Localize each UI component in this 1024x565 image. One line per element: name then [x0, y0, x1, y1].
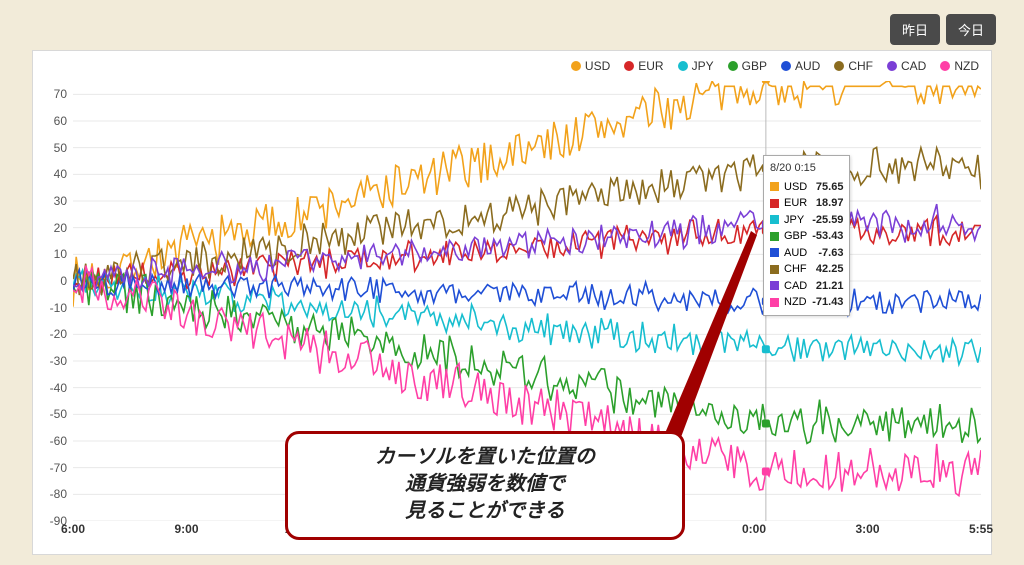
y-tick-label: 50	[54, 141, 67, 155]
legend-item-chf[interactable]: CHF	[834, 59, 873, 73]
x-tick-label: 6:00	[61, 522, 85, 536]
tooltip-value: 21.21	[816, 278, 844, 295]
prev-day-button[interactable]: 昨日	[890, 14, 940, 45]
legend-item-usd[interactable]: USD	[571, 59, 610, 73]
explanation-callout: カーソルを置いた位置の 通貨強弱を数値で 見ることができる	[285, 431, 685, 540]
y-tick-label: -40	[50, 381, 67, 395]
tooltip-value: -53.43	[812, 228, 843, 245]
y-tick-label: 60	[54, 114, 67, 128]
tooltip-series-label: AUD	[784, 245, 807, 262]
legend-label: GBP	[742, 59, 767, 73]
toolbar: 昨日 今日	[890, 14, 996, 45]
y-tick-label: 40	[54, 167, 67, 181]
tooltip-value: 75.65	[816, 179, 844, 196]
y-tick-label: -10	[50, 301, 67, 315]
tooltip-swatch-icon	[770, 298, 779, 307]
legend-label: CHF	[848, 59, 873, 73]
currency-strength-chart: USDEURJPYGBPAUDCHFCADNZD -90-80-70-60-50…	[32, 50, 992, 555]
y-tick-label: -50	[50, 407, 67, 421]
legend-item-aud[interactable]: AUD	[781, 59, 820, 73]
legend-dot-icon	[834, 61, 844, 71]
legend-dot-icon	[887, 61, 897, 71]
callout-line: カーソルを置いた位置の	[308, 444, 662, 471]
legend-label: EUR	[638, 59, 663, 73]
legend-label: JPY	[692, 59, 714, 73]
y-tick-label: 30	[54, 194, 67, 208]
legend-dot-icon	[940, 61, 950, 71]
tooltip-row-aud: AUD -7.63	[770, 245, 843, 262]
tooltip-series-label: GBP	[784, 228, 807, 245]
callout-line: 見ることができる	[308, 498, 662, 525]
x-tick-label: 3:00	[855, 522, 879, 536]
tooltip-swatch-icon	[770, 232, 779, 241]
tooltip-header: 8/20 0:15	[770, 160, 843, 177]
tooltip-series-label: NZD	[784, 294, 807, 311]
y-tick-label: -60	[50, 434, 67, 448]
tooltip-row-chf: CHF 42.25	[770, 261, 843, 278]
tooltip-value: 42.25	[816, 261, 844, 278]
legend-label: CAD	[901, 59, 926, 73]
tooltip-series-label: CHF	[784, 261, 807, 278]
hover-tooltip: 8/20 0:15 USD 75.65 EUR 18.97 JPY -25.59 GBP -5…	[763, 155, 850, 316]
tooltip-value: -25.59	[812, 212, 843, 229]
x-tick-label: 0:00	[742, 522, 766, 536]
tooltip-series-label: USD	[784, 179, 807, 196]
tooltip-swatch-icon	[770, 281, 779, 290]
tooltip-row-usd: USD 75.65	[770, 179, 843, 196]
series-marker-jpy	[762, 345, 770, 353]
y-tick-label: -80	[50, 487, 67, 501]
tooltip-series-label: EUR	[784, 195, 807, 212]
tooltip-swatch-icon	[770, 248, 779, 257]
tooltip-row-eur: EUR 18.97	[770, 195, 843, 212]
tooltip-swatch-icon	[770, 199, 779, 208]
legend-item-eur[interactable]: EUR	[624, 59, 663, 73]
tooltip-row-gbp: GBP -53.43	[770, 228, 843, 245]
legend-dot-icon	[624, 61, 634, 71]
series-marker-usd	[762, 81, 770, 83]
y-tick-label: -30	[50, 354, 67, 368]
y-tick-label: 10	[54, 247, 67, 261]
tooltip-row-jpy: JPY -25.59	[770, 212, 843, 229]
y-tick-label: 70	[54, 87, 67, 101]
legend-dot-icon	[678, 61, 688, 71]
tooltip-swatch-icon	[770, 265, 779, 274]
y-tick-label: 20	[54, 221, 67, 235]
tooltip-value: 18.97	[816, 195, 844, 212]
tooltip-swatch-icon	[770, 182, 779, 191]
legend-dot-icon	[571, 61, 581, 71]
legend-dot-icon	[728, 61, 738, 71]
x-tick-label: 5:55	[969, 522, 993, 536]
y-tick-label: -20	[50, 327, 67, 341]
legend-item-nzd[interactable]: NZD	[940, 59, 979, 73]
legend-item-jpy[interactable]: JPY	[678, 59, 714, 73]
tooltip-value: -7.63	[818, 245, 843, 262]
y-axis: -90-80-70-60-50-40-30-20-100102030405060…	[33, 81, 73, 521]
legend-item-cad[interactable]: CAD	[887, 59, 926, 73]
tooltip-swatch-icon	[770, 215, 779, 224]
legend-label: AUD	[795, 59, 820, 73]
y-tick-label: -70	[50, 461, 67, 475]
today-button[interactable]: 今日	[946, 14, 996, 45]
x-tick-label: 9:00	[174, 522, 198, 536]
y-tick-label: 0	[60, 274, 67, 288]
legend: USD EUR JPY GBP AUD CHF CAD NZD	[571, 59, 979, 73]
callout-line: 通貨強弱を数値で	[308, 471, 662, 498]
series-marker-gbp	[762, 419, 770, 427]
series-marker-nzd	[762, 467, 770, 475]
legend-dot-icon	[781, 61, 791, 71]
tooltip-series-label: JPY	[784, 212, 804, 229]
tooltip-row-cad: CAD 21.21	[770, 278, 843, 295]
tooltip-row-nzd: NZD -71.43	[770, 294, 843, 311]
legend-label: NZD	[954, 59, 979, 73]
tooltip-series-label: CAD	[784, 278, 807, 295]
legend-label: USD	[585, 59, 610, 73]
legend-item-gbp[interactable]: GBP	[728, 59, 767, 73]
tooltip-value: -71.43	[812, 294, 843, 311]
